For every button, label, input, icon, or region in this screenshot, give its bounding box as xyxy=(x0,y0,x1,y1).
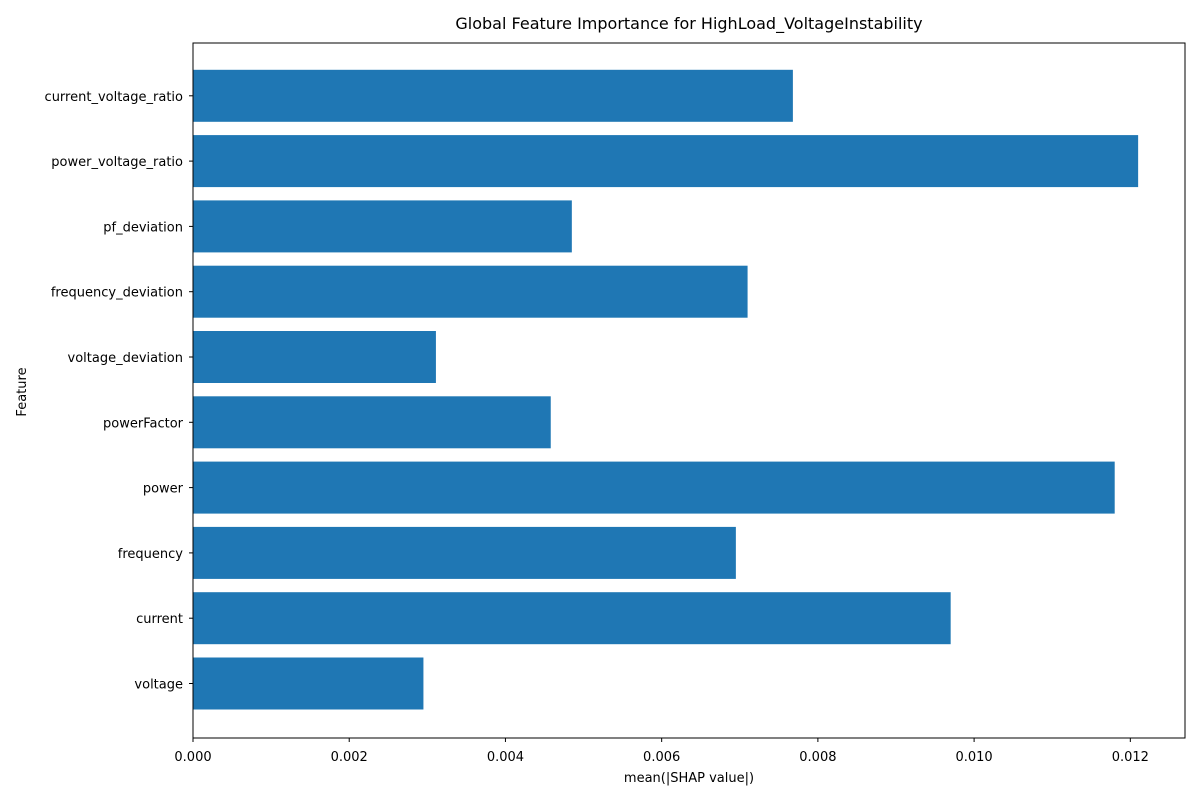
x-tick-label: 0.004 xyxy=(487,750,524,765)
bar-current xyxy=(193,592,951,645)
y-tick-label: power_voltage_ratio xyxy=(51,155,183,170)
chart-title: Global Feature Importance for HighLoad_V… xyxy=(455,14,922,34)
x-tick-label: 0.006 xyxy=(643,750,680,765)
y-tick-label: frequency xyxy=(118,547,184,562)
bar-frequency-deviation xyxy=(193,265,748,318)
y-tick-label: power xyxy=(143,482,184,497)
bar-frequency xyxy=(193,526,736,579)
y-tick-label: powerFactor xyxy=(103,416,184,431)
y-axis-ticks: voltage current frequency power powerFactor v… xyxy=(45,90,193,693)
bar-voltage-deviation xyxy=(193,331,436,383)
bar-current-voltage-ratio xyxy=(193,69,793,122)
x-tick-label: 0.000 xyxy=(174,750,211,765)
bar-pf-deviation xyxy=(193,200,572,253)
x-axis-label: mean(|SHAP value|) xyxy=(624,771,754,786)
x-axis-ticks: 0.000 0.002 0.004 0.006 0.008 0.010 0.012 xyxy=(174,738,1149,765)
y-tick-label: frequency_deviation xyxy=(51,286,183,301)
y-axis-label: Feature xyxy=(15,367,30,416)
x-tick-label: 0.008 xyxy=(799,750,836,765)
x-tick-label: 0.012 xyxy=(1112,750,1149,765)
bar-power-voltage-ratio xyxy=(193,135,1139,188)
y-tick-label: pf_deviation xyxy=(103,220,183,235)
x-tick-label: 0.010 xyxy=(955,750,992,765)
y-tick-label: current xyxy=(136,612,183,627)
bar-power xyxy=(193,461,1115,514)
plot-frame xyxy=(192,42,1186,739)
bar-powerfactor xyxy=(193,396,551,449)
bar-voltage xyxy=(193,657,424,710)
y-tick-label: voltage_deviation xyxy=(68,351,184,366)
bars-group xyxy=(193,69,1139,710)
x-tick-label: 0.002 xyxy=(331,750,368,765)
y-tick-label: voltage xyxy=(134,678,183,693)
y-tick-label: current_voltage_ratio xyxy=(45,90,183,105)
